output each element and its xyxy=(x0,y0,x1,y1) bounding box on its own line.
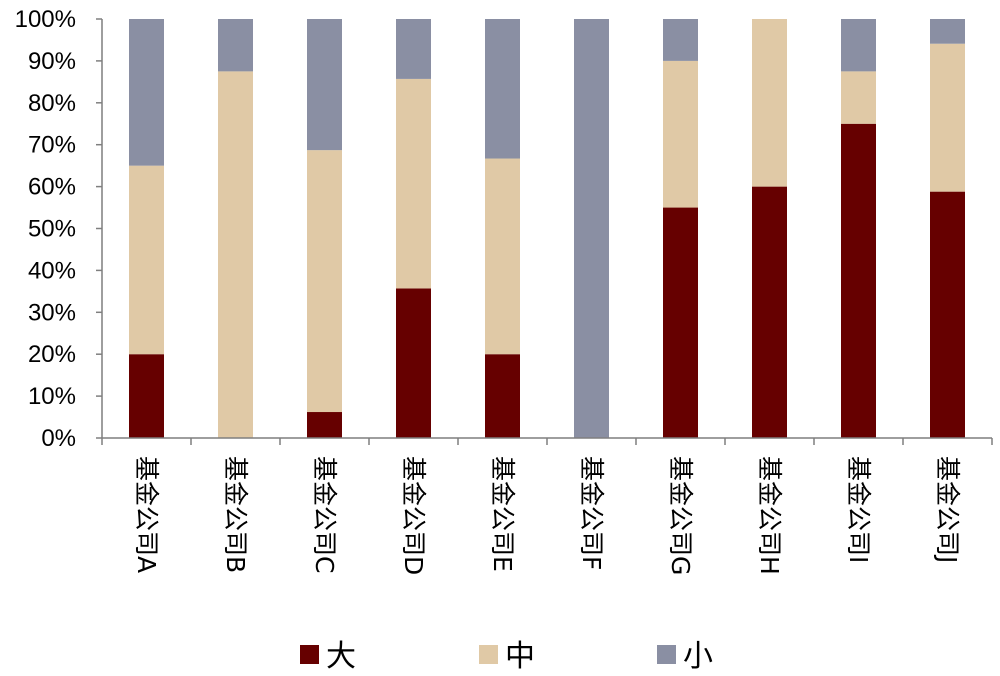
bar-9-series-1 xyxy=(841,123,876,438)
legend-label: 中 xyxy=(505,639,535,674)
bar-2-series-2 xyxy=(218,71,253,439)
bar-1-series-1 xyxy=(129,354,164,438)
bar-1-series-2 xyxy=(129,165,164,355)
legend-label: 大 xyxy=(326,639,356,674)
bar-3-series-1 xyxy=(307,412,342,438)
bar-9-series-3 xyxy=(841,19,876,72)
bar-10-series-1 xyxy=(930,191,965,438)
y-tick-label: 80% xyxy=(28,90,76,117)
bar-2-series-3 xyxy=(218,19,253,72)
y-tick-label: 100% xyxy=(15,6,76,33)
x-tick-label: 基金公司G xyxy=(666,456,695,575)
bar-7-series-3 xyxy=(663,19,698,61)
bar-4-series-2 xyxy=(396,78,431,289)
bar-10-series-3 xyxy=(930,19,965,44)
x-tick-label: 基金公司I xyxy=(844,456,873,563)
x-axis: 基金公司A 基金公司B 基金公司C 基金公司D 基金公司E 基金公司F 基金公司G 基金公司H… xyxy=(101,437,993,575)
bar-5-series-1 xyxy=(485,354,520,438)
x-tick-label: 基金公司E xyxy=(488,456,517,572)
bar-7-series-1 xyxy=(663,207,698,438)
y-tick-label: 40% xyxy=(28,257,76,284)
bar-10-series-2 xyxy=(930,43,965,192)
bar-6-series-3 xyxy=(574,19,609,438)
y-tick-label: 20% xyxy=(28,341,76,368)
legend-swatch xyxy=(300,645,319,664)
bar-1-series-3 xyxy=(129,19,164,166)
x-tick-label: 基金公司H xyxy=(755,456,784,575)
x-tick-label: 基金公司J xyxy=(933,456,962,563)
x-tick-label: 基金公司F xyxy=(577,456,606,570)
y-tick-label: 90% xyxy=(28,48,76,75)
bar-4-series-3 xyxy=(396,19,431,79)
bars-group xyxy=(129,19,965,439)
x-tick-label: 基金公司C xyxy=(310,456,339,573)
x-tick-label: 基金公司B xyxy=(221,456,250,573)
bar-3-series-2 xyxy=(307,150,342,413)
legend-label: 小 xyxy=(683,639,713,674)
y-axis: 0% 10% 20% 30% 40% 50% 60% 70% 80% 90% 100% xyxy=(15,6,103,452)
x-tick-label: 基金公司A xyxy=(132,456,161,573)
y-tick-label: 50% xyxy=(28,216,76,243)
legend-swatch xyxy=(479,645,498,664)
y-tick-label: 0% xyxy=(41,425,76,452)
bar-8-series-2 xyxy=(752,19,787,187)
bar-7-series-2 xyxy=(663,60,698,208)
y-tick-label: 30% xyxy=(28,299,76,326)
legend-swatch xyxy=(657,645,676,664)
bar-3-series-3 xyxy=(307,19,342,151)
bar-5-series-2 xyxy=(485,158,520,355)
legend: 大中小 xyxy=(300,639,713,674)
bar-5-series-3 xyxy=(485,19,520,159)
y-tick-label: 60% xyxy=(28,174,76,201)
y-tick-label: 10% xyxy=(28,383,76,410)
y-tick-label: 70% xyxy=(28,132,76,159)
bar-8-series-1 xyxy=(752,186,787,438)
x-tick-label: 基金公司D xyxy=(399,456,428,575)
bar-4-series-1 xyxy=(396,288,431,438)
bar-9-series-2 xyxy=(841,71,876,124)
